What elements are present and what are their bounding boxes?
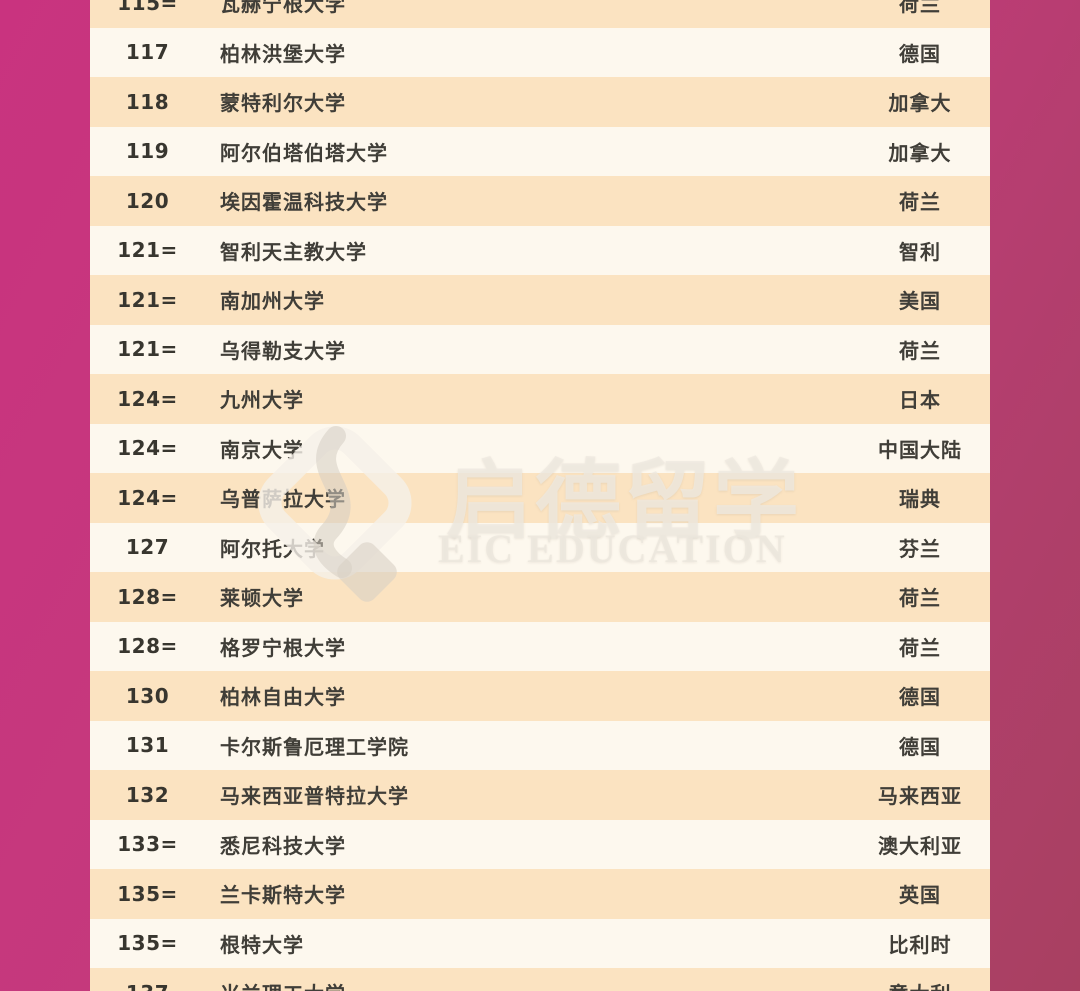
university-cell: 南加州大学: [220, 289, 325, 314]
university-cell: 格罗宁根大学: [220, 635, 346, 660]
table-row: 135= 兰卡斯特大学 英国: [90, 869, 990, 919]
rank-cell: 121=: [117, 287, 178, 312]
table-row: 115= 瓦赫宁根大学 荷兰: [90, 0, 990, 28]
rank-cell: 118: [125, 89, 170, 114]
country-cell: 日本: [899, 388, 941, 413]
rank-cell: 132: [125, 782, 170, 807]
table-row: 119 阿尔伯塔伯塔大学 加拿大: [90, 126, 990, 176]
rank-cell: 128=: [117, 584, 178, 609]
country-cell: 荷兰: [899, 635, 941, 660]
university-cell: 悉尼科技大学: [220, 833, 346, 858]
university-cell: 根特大学: [220, 932, 304, 957]
rank-cell: 133=: [117, 832, 178, 857]
rank-cell: 120: [125, 188, 170, 213]
table-row: 121= 乌得勒支大学 荷兰: [90, 324, 990, 374]
rank-cell: 117: [125, 40, 170, 65]
country-cell: 比利时: [888, 932, 952, 957]
rank-cell: 124=: [117, 436, 178, 461]
table-row: 137 米兰理工大学 意大利: [90, 968, 990, 991]
table-row: 121= 南加州大学 美国: [90, 275, 990, 325]
table-row: 124= 南京大学 中国大陆: [90, 423, 990, 473]
country-cell: 中国大陆: [878, 437, 962, 462]
university-cell: 埃因霍温科技大学: [220, 190, 388, 215]
rank-cell: 135=: [117, 931, 178, 956]
university-cell: 瓦赫宁根大学: [220, 0, 346, 17]
rank-cell: 130: [125, 683, 170, 708]
university-cell: 九州大学: [220, 388, 304, 413]
table-row: 135= 根特大学 比利时: [90, 918, 990, 968]
rank-cell: 135=: [117, 881, 178, 906]
table-row: 130 柏林自由大学 德国: [90, 671, 990, 721]
table-row: 117 柏林洪堡大学 德国: [90, 27, 990, 77]
table-row: 128= 格罗宁根大学 荷兰: [90, 621, 990, 671]
table-row: 127 阿尔托大学 芬兰: [90, 522, 990, 572]
country-cell: 荷兰: [899, 338, 941, 363]
country-cell: 荷兰: [899, 190, 941, 215]
university-cell: 乌普萨拉大学: [220, 487, 346, 512]
country-cell: 芬兰: [899, 536, 941, 561]
country-cell: 马来西亚: [878, 784, 962, 809]
university-cell: 米兰理工大学: [205, 978, 850, 991]
rank-cell: 131: [125, 733, 170, 758]
country-cell: 瑞典: [899, 487, 941, 512]
ranking-table: 115= 瓦赫宁根大学 荷兰 117 柏林洪堡大学 德国 118 蒙特利尔大学 …: [90, 0, 990, 991]
university-cell: 柏林自由大学: [220, 685, 346, 710]
university-cell: 阿尔伯塔伯塔大学: [220, 140, 388, 165]
country-cell: 德国: [899, 41, 941, 66]
rank-cell: 124=: [117, 485, 178, 510]
rank-cell: 121=: [117, 337, 178, 362]
country-cell: 英国: [899, 883, 941, 908]
university-cell: 兰卡斯特大学: [220, 883, 346, 908]
table-row: 132 马来西亚普特拉大学 马来西亚: [90, 770, 990, 820]
table-row: 131 卡尔斯鲁厄理工学院 德国: [90, 720, 990, 770]
table-row: 124= 九州大学 日本: [90, 374, 990, 424]
table-row: 133= 悉尼科技大学 澳大利亚: [90, 819, 990, 869]
rank-cell: 119: [125, 139, 170, 164]
rank-cell: 137: [90, 981, 205, 991]
country-cell: 意大利: [850, 978, 990, 991]
table-row: 124= 乌普萨拉大学 瑞典: [90, 473, 990, 523]
country-cell: 澳大利亚: [878, 833, 962, 858]
rank-cell: 128=: [117, 634, 178, 659]
rank-cell: 127: [125, 535, 170, 560]
country-cell: 荷兰: [899, 586, 941, 611]
country-cell: 德国: [899, 734, 941, 759]
university-cell: 阿尔托大学: [220, 536, 325, 561]
university-cell: 蒙特利尔大学: [220, 91, 346, 116]
university-cell: 南京大学: [220, 437, 304, 462]
rank-cell: 115=: [117, 0, 178, 15]
table-row: 118 蒙特利尔大学 加拿大: [90, 77, 990, 127]
university-cell: 马来西亚普特拉大学: [220, 784, 409, 809]
table-row: 128= 莱顿大学 荷兰: [90, 572, 990, 622]
country-cell: 荷兰: [899, 0, 941, 17]
country-cell: 加拿大: [888, 140, 952, 165]
table-row: 120 埃因霍温科技大学 荷兰: [90, 176, 990, 226]
university-cell: 柏林洪堡大学: [220, 41, 346, 66]
rank-cell: 121=: [117, 238, 178, 263]
table-row: 121= 智利天主教大学 智利: [90, 225, 990, 275]
university-cell: 莱顿大学: [220, 586, 304, 611]
country-cell: 美国: [899, 289, 941, 314]
country-cell: 德国: [899, 685, 941, 710]
university-cell: 智利天主教大学: [220, 239, 367, 264]
country-cell: 加拿大: [888, 91, 952, 116]
country-cell: 智利: [899, 239, 941, 264]
university-cell: 乌得勒支大学: [220, 338, 346, 363]
university-cell: 卡尔斯鲁厄理工学院: [220, 734, 409, 759]
rank-cell: 124=: [117, 386, 178, 411]
